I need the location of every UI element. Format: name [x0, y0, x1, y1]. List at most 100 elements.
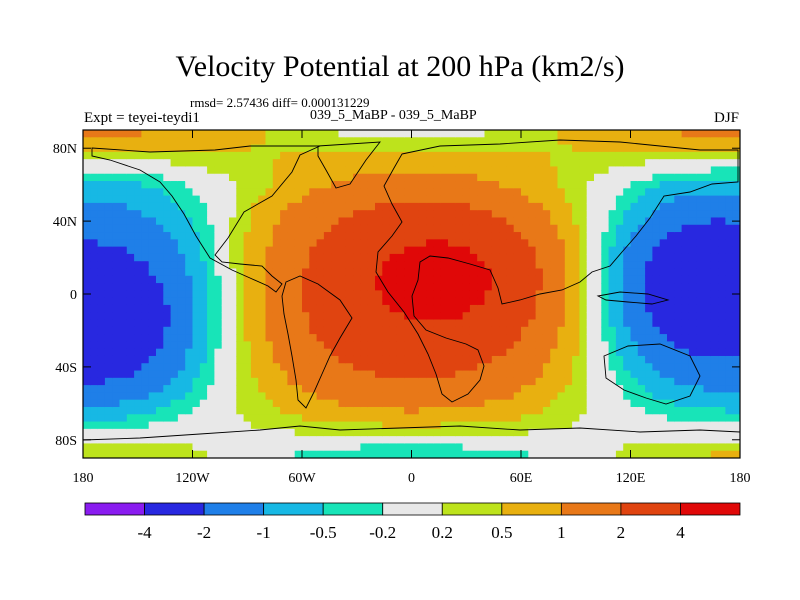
field-cell — [506, 224, 515, 233]
field-cell — [462, 253, 471, 262]
field-cell — [564, 290, 573, 299]
field-cell — [345, 290, 354, 299]
x-tick-label: 0 — [408, 471, 415, 486]
field-cell — [725, 319, 734, 328]
field-cell — [462, 319, 471, 328]
field-cell — [185, 159, 194, 168]
field-cell — [163, 406, 172, 415]
field-cell — [309, 341, 318, 350]
field-cell — [112, 232, 121, 240]
field-cell — [192, 312, 201, 321]
field-cell — [375, 428, 383, 437]
field-cell — [323, 144, 332, 153]
field-cell — [418, 304, 427, 313]
field-cell — [601, 443, 610, 452]
field-cell — [623, 355, 632, 364]
field-cell — [718, 232, 726, 240]
field-cell — [97, 399, 106, 408]
field-cell — [83, 421, 91, 430]
field-cell — [564, 151, 573, 160]
field-cell — [601, 261, 610, 270]
field-cell — [623, 414, 632, 423]
field-cell — [411, 246, 420, 255]
field-cell — [112, 450, 121, 458]
field-cell — [469, 290, 478, 299]
field-cell — [185, 130, 194, 138]
field-cell — [258, 275, 267, 284]
field-cell — [557, 370, 566, 379]
field-cell — [608, 406, 617, 415]
field-cell — [579, 385, 588, 393]
field-cell — [499, 144, 507, 153]
field-cell — [572, 195, 580, 204]
field-cell — [718, 348, 726, 357]
field-cell — [287, 144, 296, 153]
field-cell — [542, 450, 551, 458]
field-cell — [586, 130, 595, 138]
field-cell — [586, 355, 595, 364]
field-cell — [484, 283, 493, 291]
field-cell — [659, 181, 668, 189]
field-cell — [331, 173, 340, 182]
field-cell — [163, 385, 172, 393]
field-cell — [229, 399, 237, 408]
field-cell — [623, 399, 632, 408]
field-cell — [199, 414, 208, 423]
field-cell — [608, 159, 617, 168]
field-cell — [491, 421, 500, 430]
field-cell — [148, 450, 157, 458]
field-cell — [170, 144, 179, 153]
field-cell — [506, 348, 515, 357]
field-cell — [455, 363, 464, 372]
field-cell — [367, 268, 376, 277]
field-cell — [564, 217, 573, 226]
field-cell — [375, 232, 383, 240]
field-cell — [521, 232, 529, 240]
field-cell — [83, 443, 91, 452]
field-cell — [192, 151, 201, 160]
field-cell — [83, 137, 91, 146]
field-cell — [141, 363, 150, 372]
field-cell — [309, 210, 318, 219]
field-cell — [294, 436, 303, 445]
field-cell — [323, 232, 332, 240]
field-cell — [126, 210, 135, 219]
field-cell — [250, 246, 259, 255]
field-cell — [696, 297, 705, 306]
field-cell — [513, 334, 522, 342]
field-cell — [163, 151, 172, 160]
field-cell — [732, 304, 740, 313]
field-cell — [440, 275, 449, 284]
field-cell — [258, 312, 267, 321]
field-cell — [630, 436, 639, 445]
field-cell — [528, 355, 537, 364]
field-cell — [499, 261, 507, 270]
field-cell — [265, 341, 274, 350]
field-cell — [506, 239, 515, 248]
field-cell — [90, 290, 99, 299]
field-cell — [528, 406, 537, 415]
field-cell — [440, 348, 449, 357]
field-cell — [667, 210, 675, 219]
field-cell — [448, 392, 456, 401]
field-cell — [491, 202, 500, 211]
field-cell — [674, 188, 683, 197]
field-cell — [272, 181, 281, 189]
field-cell — [375, 443, 383, 452]
field-cell — [396, 232, 405, 240]
field-cell — [448, 151, 456, 160]
field-cell — [192, 363, 201, 372]
field-cell — [688, 348, 697, 357]
field-cell — [513, 297, 522, 306]
field-cell — [177, 137, 186, 146]
field-cell — [535, 224, 544, 233]
field-cell — [688, 173, 697, 182]
field-cell — [353, 137, 361, 146]
field-cell — [192, 334, 201, 342]
field-cell — [170, 137, 179, 146]
field-cell — [112, 253, 121, 262]
field-cell — [477, 414, 486, 423]
field-cell — [323, 319, 332, 328]
field-cell — [375, 377, 383, 386]
field-cell — [163, 363, 172, 372]
